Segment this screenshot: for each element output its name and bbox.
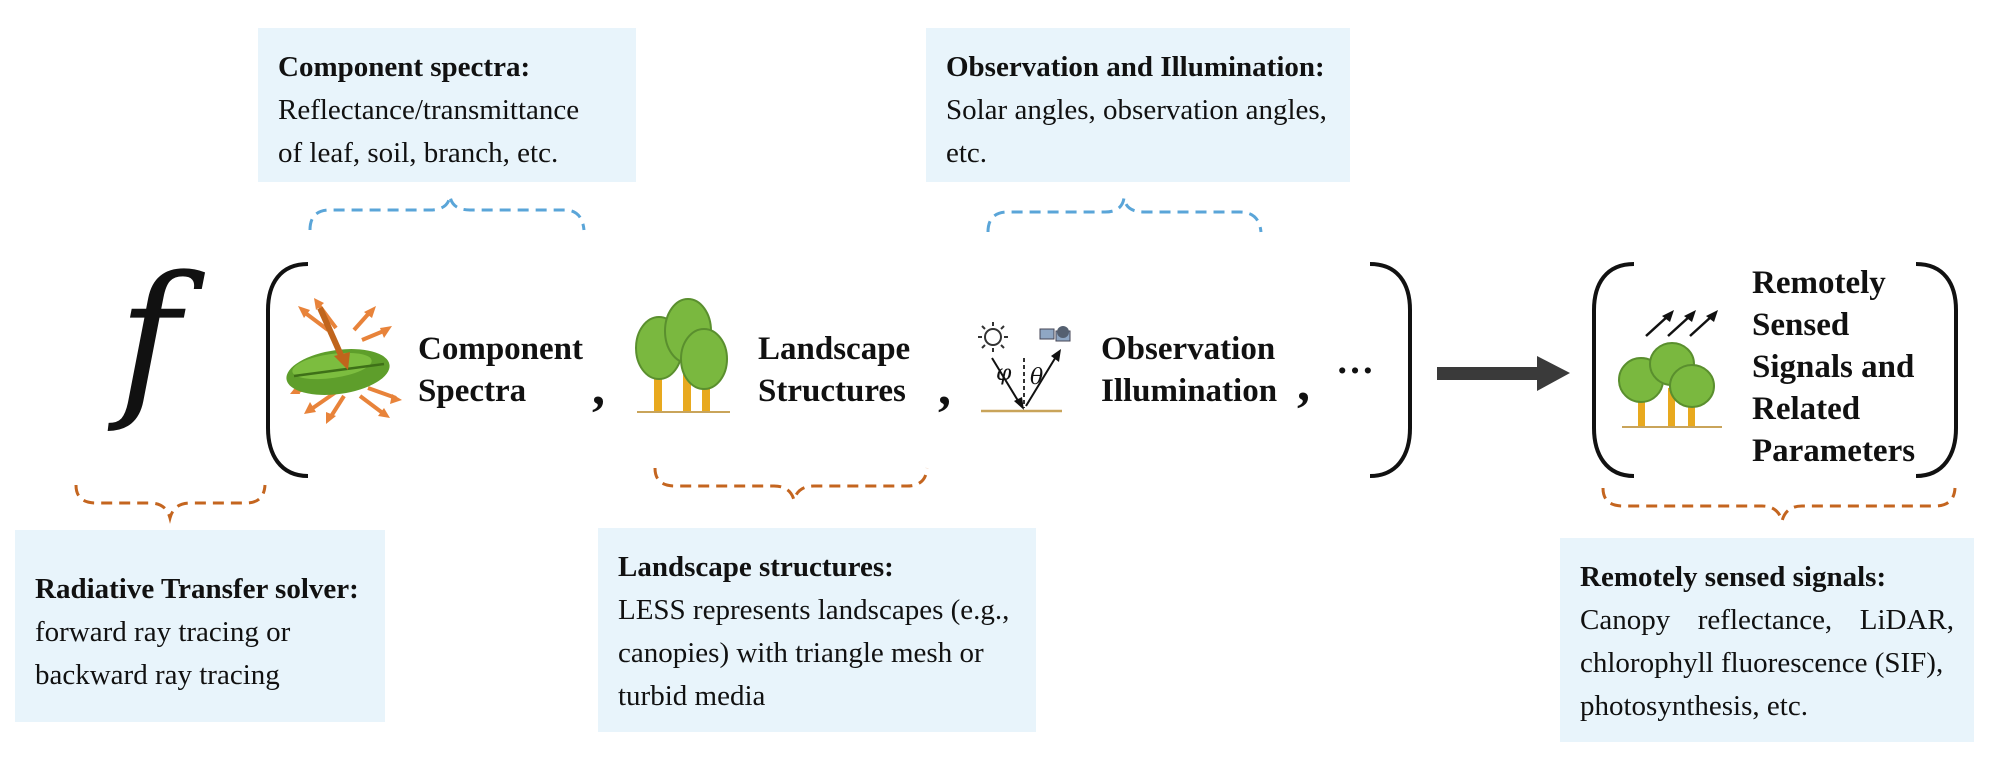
- observation-illumination-label-line: Illumination: [1101, 373, 1278, 409]
- landscape-structures-box: Landscape structures: LESS represents la…: [598, 528, 1036, 732]
- observation-illumination-label-line: Observation: [1101, 331, 1276, 367]
- right-parenthesis: [1369, 262, 1412, 478]
- signal-arrows-icon: [1645, 310, 1718, 337]
- output-label: Remotely Sensed Signals and Related Para…: [1752, 262, 1915, 472]
- observation-illumination-box-line: Solar angles, observation angles,: [946, 94, 1327, 126]
- result-arrow: [1437, 356, 1570, 391]
- angle-phi-label: φ: [996, 361, 1012, 386]
- component-spectra-label-line: Component: [418, 331, 584, 367]
- remote-signals-box-line: Canopy reflectance, LiDAR,: [1580, 604, 1954, 636]
- landscape-structures-label: Landscape Structures: [758, 328, 910, 412]
- remote-signals-box-title: Remotely sensed signals:: [1580, 561, 1887, 593]
- landscape-structures-label-line: Structures: [758, 373, 906, 409]
- component-spectra-brace: [308, 195, 586, 231]
- component-spectra-label-line: Spectra: [418, 373, 527, 409]
- ellipsis: …: [1336, 340, 1374, 382]
- remote-signals-box-line: chlorophyll fluorescence (SIF),: [1580, 647, 1944, 679]
- angle-theta-label: θ: [1030, 365, 1043, 390]
- landscape-structures-box-line: canopies) with triangle mesh or: [618, 637, 984, 669]
- observation-illumination-box-line: etc.: [946, 137, 988, 169]
- sun-icon: [978, 322, 1008, 352]
- component-spectra-box-line: of leaf, soil, branch, etc.: [278, 137, 559, 169]
- rt-solver-box-line: backward ray tracing: [35, 659, 280, 691]
- output-label-line: Remotely: [1752, 265, 1886, 301]
- observation-illumination-box-title: Observation and Illumination:: [946, 51, 1325, 83]
- component-spectra-box: Component spectra: Reflectance/transmitt…: [258, 28, 636, 182]
- output-left-parenthesis: [1592, 262, 1635, 478]
- output-right-parenthesis: [1915, 262, 1958, 478]
- comma-separator: ,: [938, 359, 951, 416]
- output-label-line: Sensed: [1752, 307, 1850, 343]
- left-parenthesis: [266, 262, 309, 478]
- sun-satellite-icon: [978, 322, 1071, 413]
- landscape-structures-label-line: Landscape: [758, 331, 911, 367]
- landscape-structures-box-title: Landscape structures:: [618, 551, 894, 583]
- output-label-line: Parameters: [1752, 433, 1916, 469]
- comma-separator: ,: [592, 359, 605, 416]
- component-spectra-box-title: Component spectra:: [278, 51, 531, 83]
- landscape-structures-box-line: LESS represents landscapes (e.g.,: [618, 594, 1010, 626]
- remote-signals-box-line: photosynthesis, etc.: [1580, 690, 1808, 722]
- observation-illumination-label: Observation Illumination: [1101, 328, 1277, 412]
- output-label-line: Related: [1752, 391, 1861, 427]
- rt-solver-box-title: Radiative Transfer solver:: [35, 573, 359, 605]
- function-symbol: f: [118, 240, 181, 436]
- rt-solver-box: Radiative Transfer solver: forward ray t…: [15, 530, 385, 722]
- output-label-line: Signals and: [1752, 349, 1915, 385]
- comma-separator: ,: [1297, 355, 1310, 412]
- rt-solver-box-line: forward ray tracing or: [35, 616, 291, 648]
- leaf-icon: [286, 298, 402, 424]
- component-spectra-label: Component Spectra: [418, 328, 583, 412]
- observation-illumination-box: Observation and Illumination: Solar angl…: [926, 28, 1350, 182]
- remote-signals-brace: [1601, 487, 1957, 527]
- component-spectra-box-line: Reflectance/transmittance: [278, 94, 580, 126]
- signal-trees-icon: [1618, 310, 1722, 428]
- observation-illumination-brace: [986, 197, 1263, 233]
- satellite-icon: [1039, 326, 1071, 342]
- trees-icon: [635, 298, 730, 413]
- landscape-structures-brace: [653, 467, 929, 506]
- landscape-structures-box-line: turbid media: [618, 680, 766, 712]
- remote-signals-box: Remotely sensed signals: Canopy reflecta…: [1560, 538, 1974, 742]
- rt-solver-brace: [74, 484, 267, 524]
